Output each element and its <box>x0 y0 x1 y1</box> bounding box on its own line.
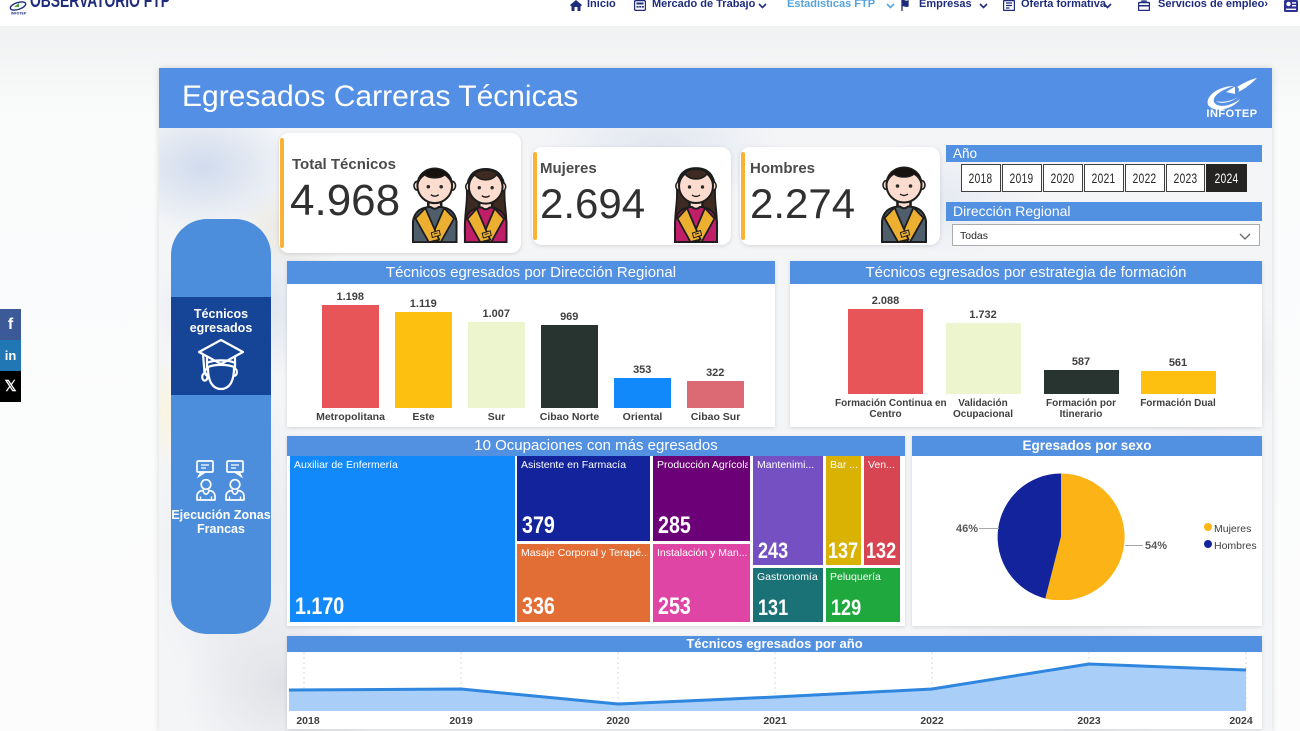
svg-text:INFOTEP: INFOTEP <box>11 12 27 16</box>
svg-text:INFOTEP: INFOTEP <box>1206 108 1257 120</box>
